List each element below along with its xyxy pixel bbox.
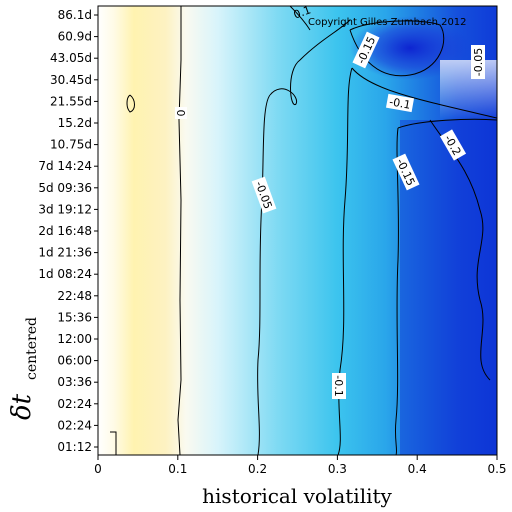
top-right-fade	[440, 60, 497, 120]
y-tick-label: 10.75d	[50, 138, 92, 152]
y-tick-label: 60.9d	[58, 30, 92, 44]
x-axis-title: historical volatility	[202, 484, 392, 508]
y-tick-label: 3d 19:12	[38, 202, 92, 216]
y-axis-title: δt	[7, 393, 37, 420]
contour-line-neg015-top	[397, 118, 497, 129]
contour-line-small-2	[110, 431, 117, 455]
contour-line-top-left	[289, 6, 311, 31]
x-tick-label: 0.2	[248, 462, 267, 476]
y-tick-label: 2d 16:48	[38, 224, 92, 238]
contour-line-neg015	[394, 127, 399, 455]
contour-line-neg02	[429, 119, 491, 381]
contour-label-neg01-lower: -0.1	[332, 375, 345, 396]
y-tick-label: 15:36	[57, 310, 92, 324]
contour-line-neg005-top	[269, 19, 351, 105]
contour-line-neg01	[337, 67, 353, 455]
x-tick-label: 0.3	[328, 462, 347, 476]
y-tick-label: 30.45d	[50, 73, 92, 87]
y-tick-label: 03:36	[57, 375, 92, 389]
y-tick-label: 21.55d	[50, 94, 92, 108]
y-tick-label: 86.1d	[58, 8, 92, 22]
contour-lines	[110, 6, 497, 455]
contour-label-neg01-upper: -0.1	[388, 95, 411, 112]
x-axis: 0 0.1 0.2 0.3 0.4 0.5	[94, 455, 507, 476]
y-axis: 01:12 02:24 02:24 03:36 06:00 12:00 15:36 22:48…	[38, 8, 98, 454]
contour-line-0	[177, 6, 182, 455]
x-tick-label: 0.4	[408, 462, 427, 476]
contour-label-neg005-right: -0.05	[472, 48, 485, 76]
x-tick-label: 0.1	[168, 462, 187, 476]
y-tick-label: 01:12	[57, 440, 92, 454]
copyright-text: Copyright Gilles Zumbach 2012	[308, 17, 467, 28]
contour-label-0: 0	[174, 110, 187, 117]
contour-line-neg01-top	[351, 67, 497, 119]
y-tick-label: 15.2d	[58, 116, 92, 130]
y-axis-title-subscript: centered	[24, 317, 40, 380]
y-tick-label: 02:24	[57, 418, 92, 432]
contour-line-top-loop	[349, 20, 445, 77]
y-tick-label: 06:00	[57, 354, 92, 368]
contour-line-neg005	[257, 94, 271, 455]
y-tick-label: 22:48	[57, 289, 92, 303]
contour-line-small-1	[126, 94, 135, 113]
y-tick-label: 5d 09:36	[38, 181, 92, 195]
x-tick-label: 0.5	[487, 462, 506, 476]
y-tick-label: 12:00	[57, 332, 92, 346]
y-tick-label: 02:24	[57, 397, 92, 411]
y-tick-label: 7d 14:24	[38, 159, 92, 173]
contour-label-top: 0.1	[292, 3, 313, 21]
heatmap-surface	[98, 6, 497, 455]
deep-blue-band	[400, 120, 497, 455]
plot-area: Copyright Gilles Zumbach 2012	[97, 5, 498, 456]
y-tick-label: 1d 21:36	[38, 246, 92, 260]
y-tick-label: 1d 08:24	[38, 267, 92, 281]
x-tick-label: 0	[94, 462, 102, 476]
y-tick-label: 43.05d	[50, 51, 92, 65]
